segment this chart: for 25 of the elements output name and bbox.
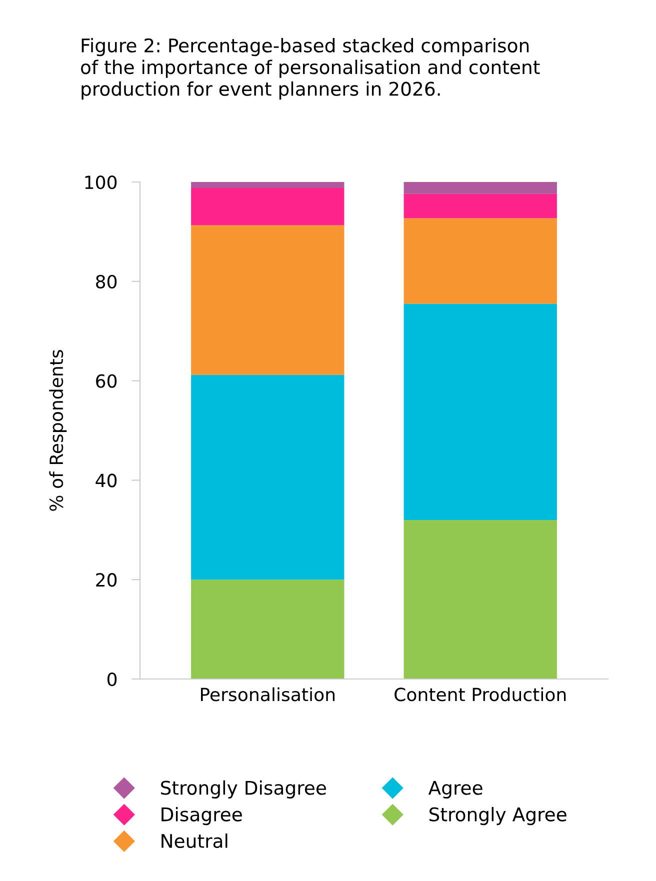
bar xyxy=(404,520,557,679)
legend-label: Strongly Agree xyxy=(429,806,566,826)
bar xyxy=(191,374,344,580)
chart-title: Figure 2: Percentage-based stacked comparison of the importance of personalisation and content production for event planners in 2026. xyxy=(81,38,540,100)
legend-label: Disagree xyxy=(162,806,242,826)
y-tick-label: 20 xyxy=(96,573,117,587)
bar xyxy=(191,182,344,188)
legend-label: Agree xyxy=(428,780,482,799)
x-tick-label: Personalisation xyxy=(201,687,335,702)
y-tick-label: 60 xyxy=(96,374,117,388)
y-tick-label: 100 xyxy=(85,175,117,190)
bar xyxy=(191,580,344,679)
bar xyxy=(191,225,344,375)
bar xyxy=(404,182,557,194)
y-axis-title: % of Respondents xyxy=(49,350,67,511)
bar xyxy=(404,194,557,218)
y-tick-label: 80 xyxy=(96,274,117,289)
bar xyxy=(404,218,557,304)
y-tick-label: 40 xyxy=(96,474,117,488)
legend-label: Neutral xyxy=(162,834,228,848)
legend-label: Strongly Disagree xyxy=(161,780,326,799)
bar xyxy=(191,188,344,226)
x-tick-label: Content Production xyxy=(394,687,566,702)
y-tick-label: 0 xyxy=(107,672,117,686)
bar xyxy=(404,304,557,520)
